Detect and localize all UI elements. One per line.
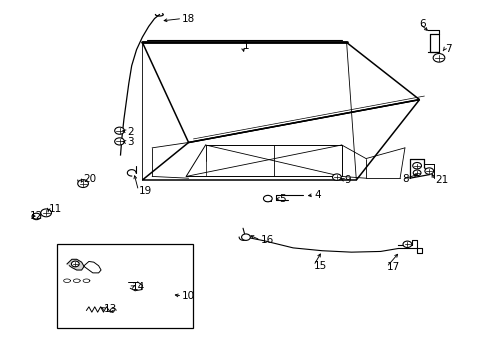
Circle shape [115,127,124,134]
Text: 8: 8 [402,174,408,184]
Circle shape [41,209,51,217]
Circle shape [32,213,41,220]
Text: 5: 5 [279,194,285,204]
Circle shape [332,174,341,180]
Circle shape [402,241,411,248]
Circle shape [424,168,433,174]
Text: 16: 16 [260,235,273,245]
Circle shape [71,261,79,267]
Circle shape [78,180,88,188]
Text: 14: 14 [131,282,144,292]
Text: 3: 3 [126,137,133,147]
Text: 17: 17 [386,262,399,272]
Text: 18: 18 [182,14,195,23]
Text: 7: 7 [444,44,450,54]
Circle shape [115,138,124,145]
Text: 1: 1 [242,41,249,51]
Text: 12: 12 [30,211,43,221]
Circle shape [412,162,421,169]
Circle shape [432,54,444,62]
Text: 4: 4 [313,190,320,200]
Polygon shape [67,259,84,270]
Circle shape [241,234,250,240]
Circle shape [412,170,420,176]
Text: 11: 11 [48,204,61,214]
Text: 21: 21 [434,175,447,185]
Polygon shape [397,240,421,252]
Text: 6: 6 [419,18,426,28]
Text: 20: 20 [83,174,96,184]
Circle shape [263,195,272,202]
Text: 2: 2 [126,127,133,137]
Text: 9: 9 [344,175,350,185]
Text: 13: 13 [103,303,117,314]
Text: 15: 15 [313,261,326,271]
Text: 19: 19 [138,186,151,196]
Text: 10: 10 [182,291,195,301]
Bar [57,244,193,328]
